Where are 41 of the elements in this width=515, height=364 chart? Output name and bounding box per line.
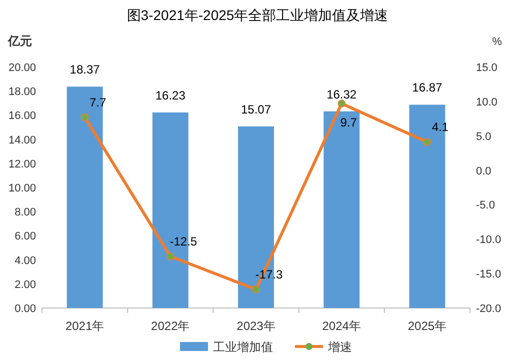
data-label: 16.87 — [412, 80, 443, 95]
point — [338, 100, 346, 108]
y-tick-label: 2.00 — [14, 278, 36, 291]
chart-title: 图3-2021年-2025年全部工业增加值及增速 — [126, 7, 388, 23]
y-tick-label: 10.00 — [8, 182, 36, 194]
y-axis-title: 亿元 — [7, 34, 32, 48]
data-label: 18.37 — [70, 62, 100, 77]
y-tick-label: 20.00 — [8, 62, 36, 74]
x-tick-label: 2025年 — [408, 319, 447, 333]
y2-tick-label: -20.0 — [476, 303, 502, 315]
data-label: 15.07 — [240, 102, 272, 116]
y2-axis-title: % — [492, 36, 502, 48]
y-tick-label: 14.00 — [8, 134, 36, 146]
y2-tick-label: 15.0 — [476, 62, 498, 74]
point — [80, 113, 89, 122]
data-label: 9.7 — [340, 115, 358, 130]
legend-label: 工业增加值 — [213, 340, 273, 354]
point — [252, 286, 260, 294]
legend-label: 增速 — [327, 340, 352, 354]
x-tick-label: 2023年 — [236, 319, 276, 333]
y-tick-label: 16.00 — [8, 110, 36, 122]
y-tick-label: 0.00 — [14, 303, 36, 315]
y2-tick-label: 0.0 — [476, 165, 492, 178]
bar — [324, 111, 360, 308]
y-tick-label: 18.00 — [8, 86, 36, 98]
y2-tick-label: -15.0 — [476, 268, 502, 281]
point — [166, 252, 174, 260]
y-tick-label: 6.00 — [14, 230, 36, 243]
y2-tick-label: 5.0 — [476, 130, 492, 143]
y-tick-label: 4.00 — [14, 254, 36, 267]
point — [423, 138, 432, 146]
data-label: 16.32 — [326, 87, 357, 102]
x-tick-label: 2022年 — [151, 319, 190, 333]
x-tick-label: 2021年 — [65, 319, 104, 333]
y2-tick-label: -5.0 — [476, 200, 495, 212]
y-tick-label: 12.00 — [8, 158, 36, 170]
y-tick-label: 8.00 — [14, 206, 36, 219]
y2-tick-label: -10.0 — [476, 234, 502, 246]
y2-tick-label: 10.0 — [476, 96, 498, 108]
data-label: 16.23 — [155, 88, 186, 102]
x-tick-label: 2024年 — [322, 319, 361, 333]
